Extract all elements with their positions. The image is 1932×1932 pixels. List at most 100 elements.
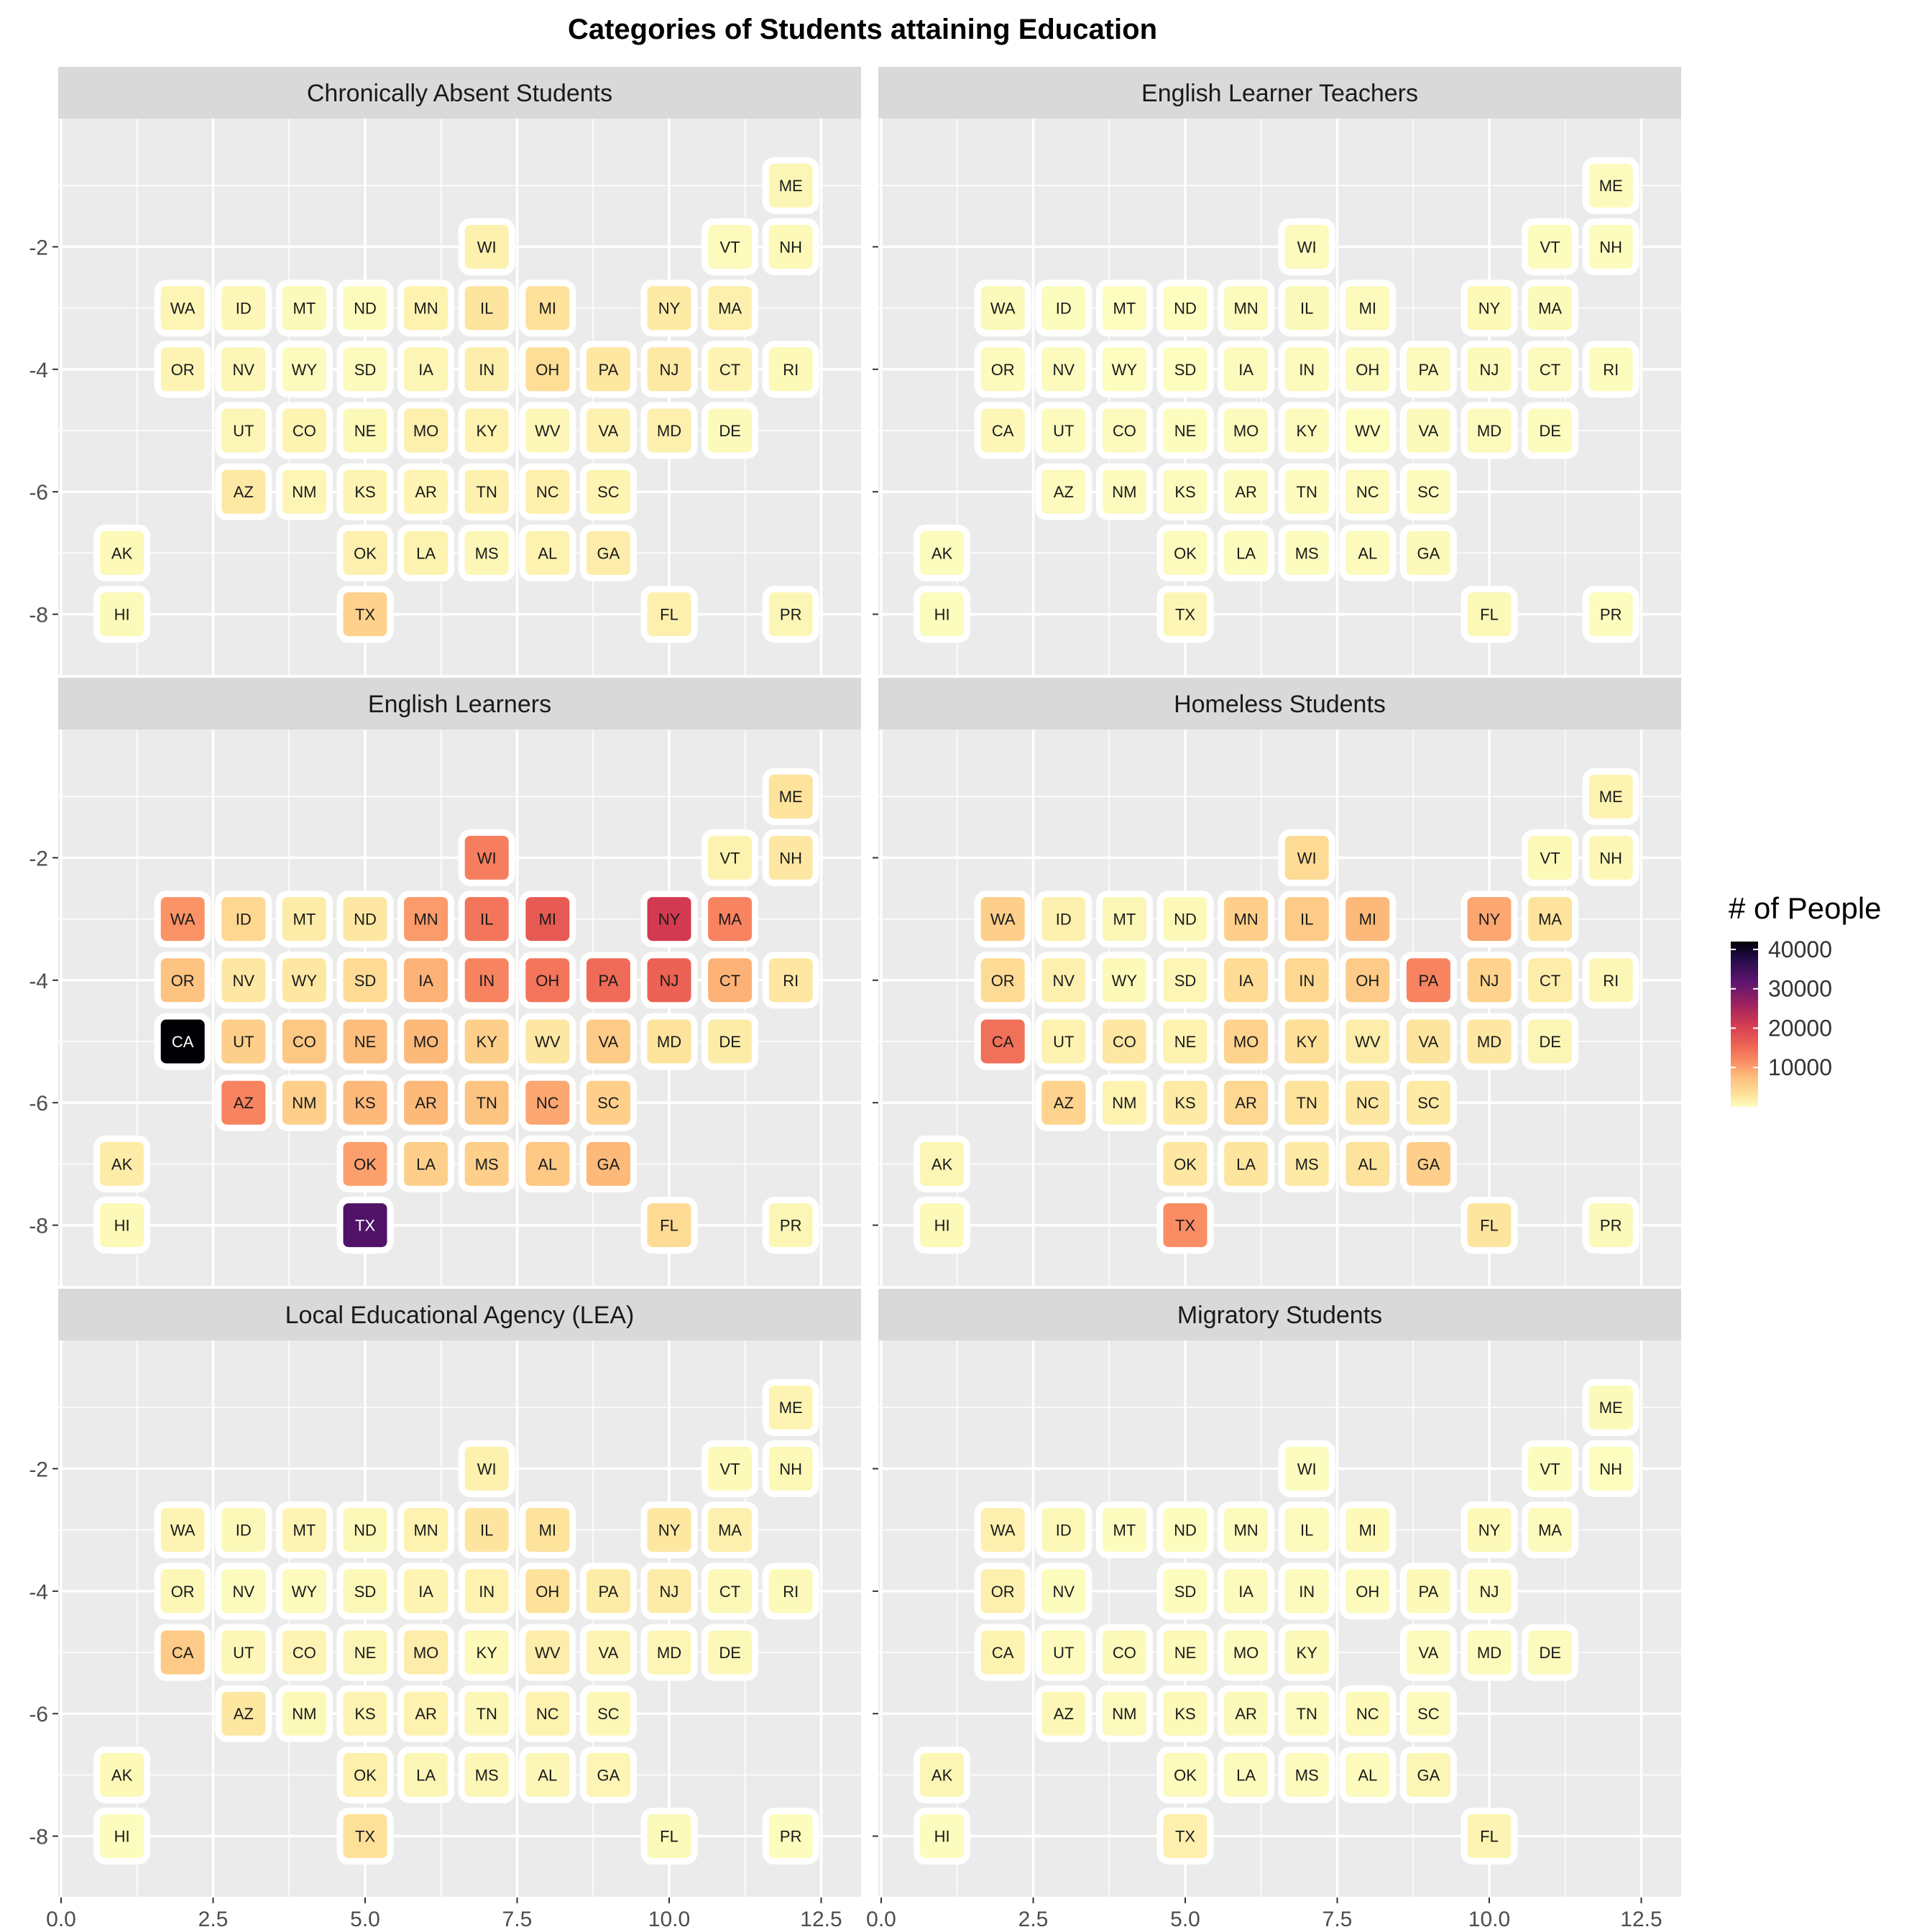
state-tile-nj [1460, 1563, 1518, 1620]
state-tile-wv [519, 1013, 576, 1070]
state-tile-ks [336, 1685, 394, 1742]
state-tile-pr [762, 586, 819, 643]
state-label-mt: MT [293, 1522, 316, 1540]
state-tile-mi [519, 1501, 576, 1559]
state-tile-id [1035, 280, 1092, 337]
state-tile-al [519, 524, 576, 581]
state-tile-az [215, 1685, 272, 1742]
state-tile-tx [336, 1197, 394, 1254]
state-label-la: LA [1236, 544, 1256, 562]
state-label-wi: WI [477, 849, 497, 867]
state-tile-ca [154, 1013, 211, 1070]
state-tile-il [458, 891, 515, 948]
state-label-ar: AR [1235, 1705, 1257, 1723]
state-tile-ak [93, 524, 151, 581]
state-tile-or [974, 341, 1031, 398]
state-tile-mn [397, 891, 455, 948]
state-tile-wv [1339, 402, 1397, 459]
state-label-wy: WY [292, 1583, 318, 1601]
state-label-ut: UT [233, 422, 254, 440]
state-label-md: MD [1477, 1033, 1501, 1051]
state-tile-ne [336, 1013, 394, 1070]
state-label-va: VA [1419, 1644, 1439, 1662]
state-tile-nv [1035, 1563, 1092, 1620]
state-label-nd: ND [354, 300, 377, 318]
state-tile-la [397, 1746, 455, 1803]
facet-panel: Migratory Students ME WI VT NH WA ID MT ND MN IL MI… [866, 1289, 1681, 1931]
state-tile-wa [974, 1501, 1031, 1559]
state-label-la: LA [1236, 1155, 1256, 1173]
facet-panel: English Learners ME WI VT NH WA ID MT ND MN IL MI NY… [29, 678, 861, 1287]
state-tile-sc [579, 1074, 637, 1131]
state-tile-or [154, 1563, 211, 1620]
state-label-tn: TN [1297, 483, 1317, 501]
state-tile-wi [1278, 829, 1335, 886]
state-tile-wy [275, 952, 333, 1009]
state-tile-tx [336, 586, 394, 643]
state-tile-me [762, 768, 819, 825]
state-label-ca: CA [992, 1033, 1014, 1051]
state-tile-ga [1399, 1135, 1457, 1192]
state-tile-ny [1460, 1501, 1518, 1559]
state-tile-oh [1339, 341, 1397, 398]
state-label-mi: MI [1359, 1522, 1376, 1540]
state-label-al: AL [538, 1766, 557, 1784]
state-tile-va [579, 1624, 637, 1681]
state-tile-ri [762, 952, 819, 1009]
state-tile-il [458, 1501, 515, 1559]
state-label-ri: RI [1603, 361, 1619, 379]
state-label-hi: HI [114, 1828, 130, 1846]
state-label-vt: VT [720, 1460, 740, 1478]
legend-title: # of People [1729, 891, 1882, 925]
state-label-wi: WI [1297, 238, 1317, 256]
state-label-nc: NC [1356, 483, 1379, 501]
state-tile-de [1522, 1013, 1579, 1070]
state-label-pa: PA [599, 361, 619, 379]
state-label-mn: MN [413, 300, 438, 318]
state-label-id: ID [1056, 911, 1072, 929]
state-label-de: DE [1539, 1644, 1561, 1662]
legend-tick-label: 40000 [1768, 937, 1832, 962]
facet-strip [58, 67, 861, 119]
state-label-mn: MN [1233, 1522, 1258, 1540]
legend: # of People 40000 30000 20000 10000 [1729, 891, 1882, 1107]
state-label-de: DE [719, 1644, 741, 1662]
state-tile-nv [215, 1563, 272, 1620]
facet-strip-label: English Learner Teachers [1141, 80, 1418, 107]
state-label-nv: NV [1053, 361, 1075, 379]
state-tile-az [1035, 1685, 1092, 1742]
facet-strip [878, 1289, 1681, 1340]
state-label-tx: TX [355, 1828, 375, 1846]
state-tile-me [1582, 768, 1639, 825]
state-label-ga: GA [597, 1766, 620, 1784]
state-tile-ca [974, 1624, 1031, 1681]
state-tile-wy [275, 1563, 333, 1620]
state-tile-ri [1582, 952, 1639, 1009]
state-label-ak: AK [111, 544, 133, 562]
state-tile-ia [397, 952, 455, 1009]
state-tile-nm [275, 463, 333, 520]
y-tick-label: -8 [29, 604, 48, 627]
state-label-oh: OH [535, 1583, 559, 1601]
state-label-ks: KS [1174, 483, 1195, 501]
state-label-me: ME [1599, 177, 1623, 195]
state-label-sd: SD [354, 1583, 377, 1601]
state-tile-nc [1339, 1685, 1397, 1742]
state-label-ak: AK [111, 1155, 133, 1173]
state-label-ma: MA [1538, 1522, 1562, 1540]
state-label-wy: WY [1112, 972, 1138, 990]
legend-tick-label: 20000 [1768, 1015, 1832, 1041]
state-label-wy: WY [292, 361, 318, 379]
state-tile-ne [336, 1624, 394, 1681]
state-tile-wa [154, 280, 211, 337]
state-label-ut: UT [1053, 1644, 1074, 1662]
state-tile-me [1582, 157, 1639, 214]
facet-strip [878, 67, 1681, 119]
state-tile-pa [579, 341, 637, 398]
state-label-ga: GA [1417, 544, 1440, 562]
state-label-ct: CT [1540, 972, 1560, 990]
facet-panel: Local Educational Agency (LEA) ME WI VT NH WA… [29, 1289, 861, 1931]
state-label-pa: PA [599, 972, 619, 990]
state-tile-ct [702, 952, 759, 1009]
state-label-sc: SC [597, 483, 620, 501]
